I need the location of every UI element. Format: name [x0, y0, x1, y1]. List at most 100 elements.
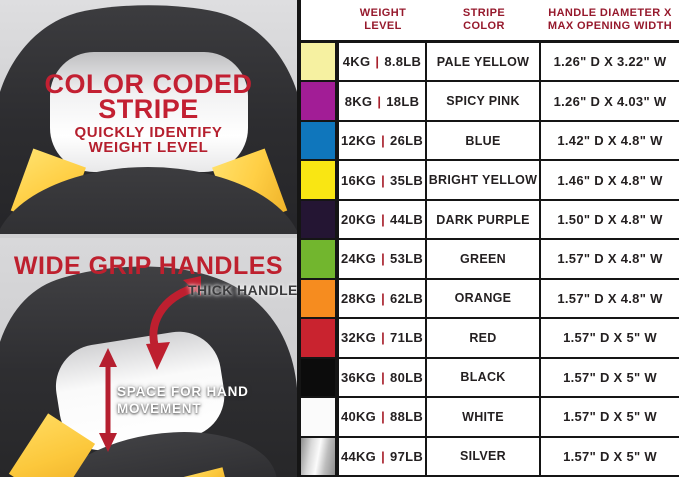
wide-grip-card: WIDE GRIP HANDLES THICK HANDLE SPACE FOR… — [0, 238, 297, 477]
stripe-swatch — [301, 200, 339, 239]
header-handle-line2: MAX OPENING WIDTH — [547, 20, 673, 32]
header-weight-line1: WEIGHT — [359, 6, 407, 19]
color-coded-stripe-card: COLOR CODED STRIPE QUICKLY IDENTIFY WEIG… — [0, 0, 297, 238]
header-cell-stripe-color: STRIPE COLOR — [427, 0, 541, 40]
left-panel: COLOR CODED STRIPE QUICKLY IDENTIFY WEIG… — [0, 0, 297, 477]
table-row: 32KG | 71LB RED 1.57" D X 5" W — [301, 319, 679, 359]
weight-kg: 32KG — [340, 330, 377, 346]
weight-cell: 8KG | 18LB — [339, 82, 427, 120]
weight-lb: 71LB — [390, 330, 424, 346]
header-cell-weight-level: WEIGHT LEVEL — [339, 0, 427, 40]
weight-cell: 12KG | 26LB — [339, 121, 427, 160]
header-handle-line1: HANDLE DIAMETER X — [548, 6, 672, 19]
handle-size-cell: 1.57" D X 4.8" W — [557, 251, 663, 267]
weight-kg: 28KG — [340, 290, 377, 306]
weight-separator: | — [381, 290, 386, 306]
weight-separator: | — [381, 172, 386, 188]
hand-space-arrow-icon — [99, 348, 117, 452]
weight-cell: 44KG | 97LB — [339, 437, 427, 475]
header-weight-line2: LEVEL — [364, 20, 402, 32]
weight-kg: 12KG — [340, 133, 377, 149]
weight-kg: 24KG — [340, 251, 377, 267]
wide-grip-title: WIDE GRIP HANDLES — [13, 252, 284, 280]
hand-space-label: SPACE FOR HAND MOVEMENT — [117, 384, 249, 418]
weight-lb: 44LB — [390, 212, 424, 228]
weight-lb: 62LB — [390, 290, 424, 306]
table-row: 44KG | 97LB SILVER 1.57" D X 5" W — [301, 437, 679, 477]
stripe-color-cell: SILVER — [427, 437, 541, 475]
weight-kg: 8KG — [344, 93, 373, 109]
weight-separator: | — [381, 212, 386, 228]
weight-cell: 28KG | 62LB — [339, 279, 427, 318]
thick-handle-arrow-icon — [146, 276, 201, 370]
stripe-color-cell: GREEN — [427, 240, 541, 278]
stripe-color-cell: DARK PURPLE — [427, 200, 541, 239]
stripe-swatch — [301, 161, 339, 199]
stripe-color-cell: BLACK — [427, 358, 541, 397]
handle-opening — [50, 52, 248, 172]
hand-space-label-line2: MOVEMENT — [117, 400, 202, 416]
weight-separator: | — [381, 251, 386, 267]
table-row: 36KG | 80LB BLACK 1.57" D X 5" W — [301, 358, 679, 399]
header-cell-handle-size: HANDLE DIAMETER X MAX OPENING WIDTH — [541, 0, 679, 40]
stripe-color-cell: BRIGHT YELLOW — [427, 161, 541, 199]
handle-size-cell: 1.42" D X 4.8" W — [557, 133, 663, 149]
weight-lb: 18LB — [386, 93, 420, 109]
table-row: 8KG | 18LB SPICY PINK 1.26" D X 4.03" W — [301, 82, 679, 122]
handle-size-cell: 1.50" D X 4.8" W — [557, 212, 663, 228]
stripe-color-cell: PALE YELLOW — [427, 43, 541, 81]
weight-lb: 53LB — [390, 251, 424, 267]
stripe-swatch — [301, 279, 339, 318]
weight-cell: 16KG | 35LB — [339, 161, 427, 199]
header-stripe-line1: STRIPE — [462, 6, 506, 19]
weight-separator: | — [381, 409, 386, 425]
weight-separator: | — [381, 133, 386, 149]
stripe-swatch — [301, 319, 339, 357]
handle-size-cell: 1.57" D X 5" W — [563, 409, 657, 425]
stripe-color-cell: BLUE — [427, 121, 541, 160]
weight-lb: 97LB — [390, 448, 424, 464]
stripe-color-cell: RED — [427, 319, 541, 357]
spec-table: WEIGHT LEVEL STRIPE COLOR HANDLE DIAMETE… — [297, 0, 679, 477]
header-stripe-line2: COLOR — [463, 20, 505, 32]
weight-separator: | — [375, 54, 380, 70]
kettlebell-body — [43, 432, 277, 477]
hand-space-label-line1: SPACE FOR HAND — [117, 384, 249, 399]
weight-kg: 44KG — [340, 448, 377, 464]
stripe-color-cell: WHITE — [427, 398, 541, 436]
weight-kg: 4KG — [342, 54, 371, 70]
weight-lb: 88LB — [390, 409, 424, 425]
stripe-color-cell: ORANGE — [427, 279, 541, 318]
weight-cell: 24KG | 53LB — [339, 240, 427, 278]
weight-lb: 35LB — [390, 172, 424, 188]
table-header: WEIGHT LEVEL STRIPE COLOR HANDLE DIAMETE… — [301, 0, 679, 43]
left-stripe — [8, 413, 96, 477]
weight-separator: | — [377, 93, 382, 109]
handle-opening — [55, 331, 225, 451]
weight-cell: 20KG | 44LB — [339, 200, 427, 239]
table-row: 12KG | 26LB BLUE 1.42" D X 4.8" W — [301, 121, 679, 162]
table-row: 24KG | 53LB GREEN 1.57" D X 4.8" W — [301, 240, 679, 280]
stripe-color-cell: SPICY PINK — [427, 82, 541, 120]
weight-cell: 4KG | 8.8LB — [339, 43, 427, 81]
weight-separator: | — [381, 448, 386, 464]
table-row: 4KG | 8.8LB PALE YELLOW 1.26" D X 3.22" … — [301, 43, 679, 83]
weight-kg: 16KG — [340, 172, 377, 188]
weight-separator: | — [381, 369, 386, 385]
weight-lb: 8.8LB — [384, 54, 422, 70]
photo-seam — [0, 234, 297, 238]
stripe-swatch — [301, 43, 339, 81]
handle-size-cell: 1.46" D X 4.8" W — [557, 172, 663, 188]
weight-kg: 40KG — [340, 409, 377, 425]
weight-kg: 36KG — [340, 369, 377, 385]
handle-size-cell: 1.26" D X 4.03" W — [553, 93, 667, 109]
weight-cell: 32KG | 71LB — [339, 319, 427, 357]
stripe-swatch — [301, 398, 339, 436]
weight-lb: 80LB — [390, 369, 424, 385]
table-row: 16KG | 35LB BRIGHT YELLOW 1.46" D X 4.8"… — [301, 161, 679, 201]
table-row: 28KG | 62LB ORANGE 1.57" D X 4.8" W — [301, 279, 679, 320]
table-body: 4KG | 8.8LB PALE YELLOW 1.26" D X 3.22" … — [301, 43, 679, 477]
stripe-swatch — [301, 358, 339, 397]
weight-kg: 20KG — [340, 212, 377, 228]
